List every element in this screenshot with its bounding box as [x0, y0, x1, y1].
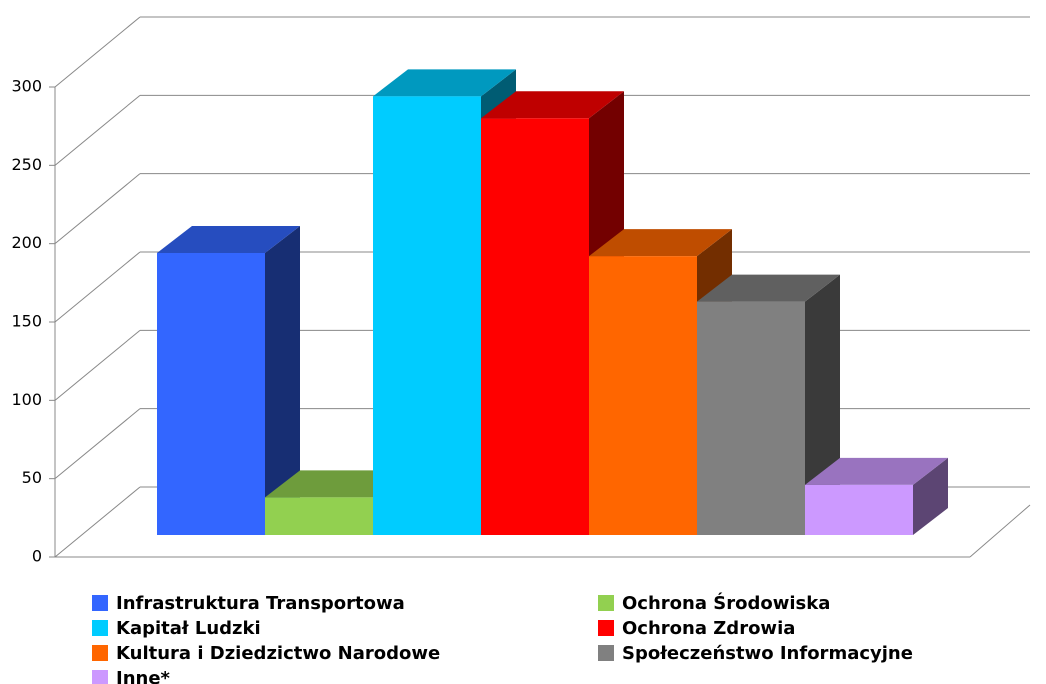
- grid-line: [54, 408, 141, 480]
- legend-label: Społeczeństwo Informacyjne: [622, 643, 913, 664]
- grid-line: [54, 329, 141, 401]
- bar: [373, 96, 481, 535]
- bar-side: [265, 226, 300, 535]
- grid-line: [54, 173, 141, 245]
- bar-top: [697, 274, 840, 302]
- bar: [805, 484, 913, 535]
- y-tick-label: 150: [11, 312, 42, 331]
- grid-line: [54, 16, 141, 88]
- y-tick-label: 200: [11, 233, 42, 252]
- grid-line: [54, 251, 141, 323]
- grid-line: [54, 486, 141, 558]
- bar: [697, 301, 805, 535]
- y-tick-label: 100: [11, 390, 42, 409]
- legend-swatch: [598, 620, 614, 636]
- bar-top: [589, 229, 732, 257]
- legend-swatch: [598, 595, 614, 611]
- legend-label: Ochrona Zdrowia: [622, 618, 795, 639]
- bar-top: [805, 457, 948, 485]
- legend-label: Kultura i Dziedzictwo Narodowe: [116, 643, 440, 664]
- legend-label: Ochrona Środowiska: [622, 592, 830, 614]
- bar: [481, 118, 589, 536]
- y-tick-label: 300: [11, 77, 42, 96]
- bar: [157, 253, 265, 535]
- legend-swatch: [92, 595, 108, 611]
- legend-label: Kapitał Ludzki: [116, 618, 261, 639]
- bar: [589, 256, 697, 535]
- bar-top: [373, 69, 516, 97]
- bar-top: [157, 226, 300, 253]
- bar: [265, 497, 373, 535]
- grid-line: [54, 94, 141, 166]
- floor-right: [969, 504, 1031, 558]
- legend-swatch: [92, 670, 108, 684]
- legend-swatch: [598, 645, 614, 661]
- bar-side: [913, 457, 948, 535]
- legend-label: Inne*: [116, 668, 171, 684]
- bar-top: [481, 91, 624, 119]
- legend-swatch: [92, 645, 108, 661]
- y-tick-label: 50: [22, 468, 42, 487]
- legend-label: Infrastruktura Transportowa: [116, 593, 405, 614]
- y-tick-label: 0: [32, 547, 42, 566]
- y-tick-label: 250: [11, 155, 42, 174]
- legend-swatch: [92, 620, 108, 636]
- bar-top: [265, 470, 408, 498]
